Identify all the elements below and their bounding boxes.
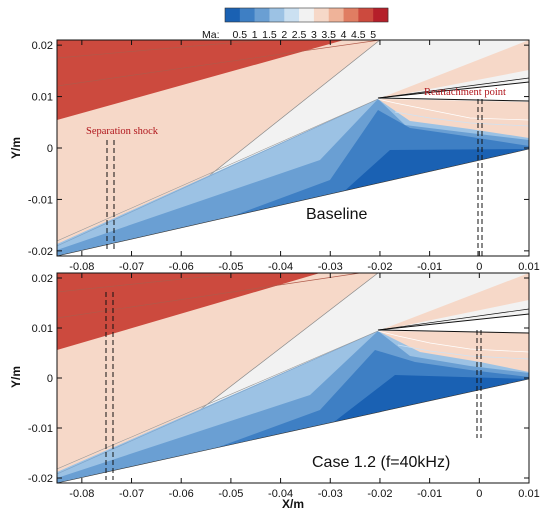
x-tick-label: -0.04 [268, 261, 293, 273]
colorbar-tick-label: 5 [370, 29, 376, 41]
cowl-shock-line [377, 308, 529, 331]
x-axis-label: X/m [282, 497, 304, 511]
contour-line [57, 98, 379, 242]
x-tick-label: -0.02 [367, 488, 392, 500]
x-tick-label: 0.01 [518, 488, 539, 500]
y-tick-label: 0 [47, 143, 53, 155]
contour-line [397, 344, 529, 360]
axis-ticks-case-1-2: -0.08 -0.07 -0.06 -0.05 -0.04 -0.03 -0.02 -0.01… [28, 273, 540, 500]
colorbar-tick-label: 4.5 [351, 29, 366, 41]
colorbar-tick-label: 3.5 [321, 29, 336, 41]
x-tick-label: 0 [476, 488, 482, 500]
colorbar-swatch [225, 8, 241, 22]
y-tick-label: 0.02 [32, 40, 53, 52]
x-tick-label: -0.03 [318, 488, 343, 500]
y-tick-label: -0.01 [28, 194, 53, 206]
annotation-reattachment-point: Reattachment point [424, 87, 506, 98]
x-tick-label: 0.01 [518, 261, 539, 273]
y-axis-label-baseline: Y/m [9, 137, 23, 159]
contour-line [377, 98, 529, 121]
contour-line [57, 330, 379, 475]
colorbar-swatch [299, 8, 315, 22]
contour-field-case-1-2 [57, 273, 529, 483]
colorbar-swatch [284, 8, 300, 22]
colorbar-frame [224, 7, 389, 23]
y-tick-label: -0.01 [28, 423, 53, 435]
x-tick-label: -0.08 [69, 488, 94, 500]
region-cowl-flow [378, 273, 529, 331]
colorbar-label: Ma: [202, 29, 220, 41]
contour-line [57, 40, 381, 87]
ramp-wall-line [57, 148, 529, 256]
colorbar-tick-label: 0.5 [233, 29, 248, 41]
x-tick-label: -0.04 [268, 488, 293, 500]
y-tick-label: 0.01 [32, 323, 53, 335]
region-ma-4.5-freestream [57, 40, 344, 120]
contour-field-baseline [57, 40, 529, 256]
colorbar-swatches [224, 7, 389, 23]
contour-line [57, 273, 361, 319]
colorbar-swatch [254, 8, 270, 22]
contour-line [57, 330, 379, 470]
x-tick-label: -0.08 [69, 261, 94, 273]
x-tick-label: -0.06 [169, 488, 194, 500]
panel-title-case-1-2: Case 1.2 (f=40kHz) [312, 454, 450, 471]
x-tick-label: -0.03 [318, 261, 343, 273]
x-tick-label: -0.01 [417, 261, 442, 273]
y-axis-label-case-1-2: Y/m [9, 366, 23, 388]
region-ma-4.5-freestream [57, 273, 320, 350]
colorbar-tick-label: 4 [341, 29, 347, 41]
colorbar-swatch [328, 8, 344, 22]
y-tick-label: -0.02 [28, 473, 53, 485]
contour-line [394, 111, 529, 127]
y-tick-label: -0.02 [28, 246, 53, 258]
contour-line [57, 40, 265, 59]
panel-baseline: -0.08 -0.07 -0.06 -0.05 -0.04 -0.03 -0.02 -0.01… [9, 39, 540, 273]
cowl-shock-line [377, 77, 529, 99]
colorbar-tick-label: 1.5 [262, 29, 277, 41]
colorbar-swatch [343, 8, 359, 22]
x-tick-label: -0.05 [218, 261, 243, 273]
contour-line [377, 330, 529, 353]
annotation-separation-shock: Separation shock [86, 126, 159, 137]
colorbar-swatch [239, 8, 255, 22]
x-tick-label: -0.06 [169, 261, 194, 273]
y-tick-label: 0 [47, 373, 53, 385]
y-tick-label: 0.01 [32, 92, 53, 104]
x-tick-label: -0.07 [119, 488, 144, 500]
x-tick-label: -0.02 [367, 261, 392, 273]
x-tick-label: -0.07 [119, 261, 144, 273]
panel-case-1-2: -0.08 -0.07 -0.06 -0.05 -0.04 -0.03 -0.02 -0.01… [9, 272, 540, 511]
colorbar-swatch [313, 8, 330, 22]
contour-line [57, 273, 241, 293]
colorbar-tick-label: 3 [311, 29, 317, 41]
colorbar-tick-label: 2 [281, 29, 287, 41]
y-tick-label: 0.02 [32, 273, 53, 285]
ramp-wall-line [57, 378, 529, 483]
colorbar-swatch [269, 8, 285, 22]
contour-line [57, 98, 379, 247]
colorbar-swatch [373, 8, 389, 22]
colorbar: Ma: 0.5 1 1.5 2 2.5 3 3.5 4 4.5 5 [202, 7, 389, 41]
colorbar-tick-label: 1 [252, 29, 258, 41]
region-cowl-flow [378, 40, 529, 99]
axis-ticks-baseline: -0.08 -0.07 -0.06 -0.05 -0.04 -0.03 -0.02 -0.01… [28, 40, 540, 273]
colorbar-tick-label: 2.5 [292, 29, 307, 41]
x-tick-label: -0.05 [218, 488, 243, 500]
x-tick-label: 0 [476, 261, 482, 273]
cowl-lip [377, 313, 529, 334]
colorbar-tick-labels: 0.5 1 1.5 2 2.5 3 3.5 4 4.5 5 [233, 29, 377, 41]
panel-title-baseline: Baseline [306, 206, 367, 223]
x-tick-label: -0.01 [417, 488, 442, 500]
colorbar-swatch [358, 8, 374, 22]
cowl-lip [377, 81, 529, 102]
